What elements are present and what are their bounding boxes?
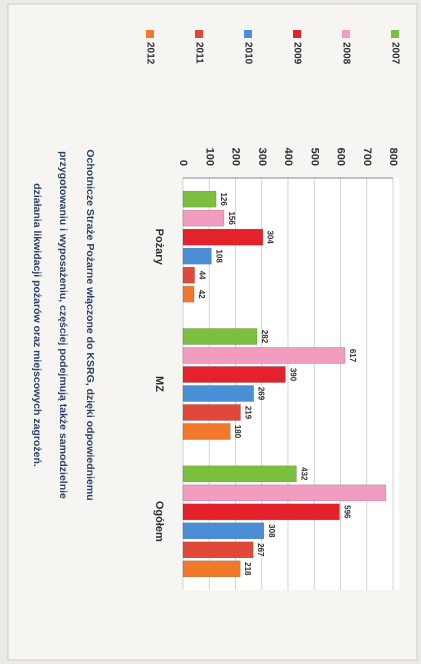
- bar: [182, 266, 195, 284]
- y-tick-label: 0: [177, 160, 189, 166]
- legend-label: 2009: [291, 42, 302, 65]
- value-label: 390: [288, 368, 297, 382]
- bar: [182, 522, 265, 540]
- legend-marker: [195, 30, 203, 38]
- rotated-chart: Ochotnicze Straże Pożarne włączone do KS…: [31, 30, 400, 590]
- bar: [182, 347, 346, 364]
- value-label: 42: [197, 290, 206, 299]
- legend-label: 2007: [389, 42, 400, 65]
- legend-marker: [244, 30, 252, 38]
- value-label: 304: [266, 230, 275, 244]
- bar: [182, 385, 254, 402]
- value-label: 617: [348, 349, 357, 363]
- y-tick-label: 200: [230, 148, 242, 166]
- bar: [182, 503, 340, 521]
- bar: [182, 247, 212, 265]
- bar: [182, 328, 258, 345]
- bar: [182, 228, 264, 246]
- x-tick-label: Ogółem: [153, 501, 165, 542]
- value-label: 432: [299, 467, 308, 481]
- legend-label: 2010: [242, 42, 253, 65]
- bar: [182, 560, 241, 578]
- legend-label: 2012: [144, 42, 155, 65]
- value-label: 269: [257, 387, 266, 401]
- value-label: 218: [243, 562, 252, 576]
- legend-label: 2011: [193, 42, 204, 64]
- y-tick-label: 600: [335, 148, 347, 166]
- bar: [182, 285, 195, 303]
- bar: [182, 366, 286, 383]
- caption-line: Ochotnicze Straże Pożarne włączone do KS…: [84, 149, 96, 500]
- bar: [182, 209, 225, 227]
- value-label: 156: [227, 211, 236, 225]
- value-label: 267: [256, 543, 265, 557]
- y-tick-label: 800: [387, 148, 399, 166]
- value-label: 108: [214, 249, 223, 263]
- bar: [182, 484, 387, 502]
- bar: [182, 465, 297, 483]
- value-label: 219: [243, 406, 252, 420]
- value-label: 126: [219, 192, 228, 206]
- value-label: 180: [233, 425, 242, 439]
- legend-marker: [146, 30, 154, 38]
- value-label: 596: [342, 505, 351, 519]
- x-tick-label: Pożary: [153, 229, 165, 266]
- legend-label: 2008: [340, 42, 351, 65]
- x-tick-label: MZ: [153, 376, 165, 392]
- caption-line: działania likwidacji pożarów oraz miejsc…: [31, 183, 43, 467]
- y-tick-label: 400: [282, 148, 294, 166]
- y-tick-label: 100: [203, 148, 215, 166]
- value-label: 282: [260, 330, 269, 344]
- value-label: 308: [267, 524, 276, 538]
- bar: [182, 423, 231, 440]
- legend-marker: [391, 30, 399, 38]
- bar: [182, 404, 241, 421]
- bar: [182, 190, 217, 208]
- value-label: 44: [197, 271, 206, 280]
- y-tick-label: 700: [361, 148, 373, 166]
- legend-marker: [293, 30, 301, 38]
- caption-line: przygotowaniu i wyposażeniu, częściej po…: [57, 151, 69, 499]
- bar: [182, 541, 254, 559]
- y-tick-label: 300: [256, 148, 268, 166]
- y-tick-label: 500: [308, 148, 320, 166]
- legend-marker: [342, 30, 350, 38]
